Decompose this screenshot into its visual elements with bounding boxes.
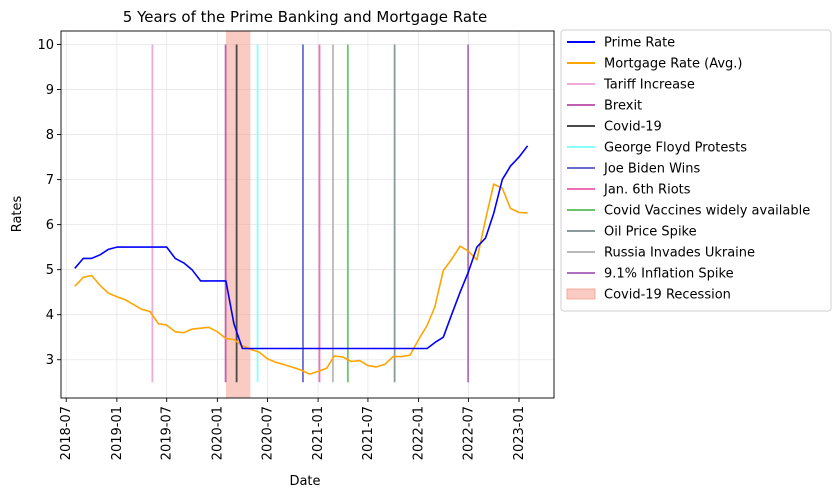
legend-label-russia-invades-ukraine: Russia Invades Ukraine xyxy=(604,246,755,261)
legend-label-prime-rate: Prime Rate xyxy=(604,36,675,51)
y-tick-label: 6 xyxy=(46,218,54,233)
plot-area: 2018-07 2019-01 2019-07 2020-01 2020-07 2021-… xyxy=(37,30,555,460)
legend-label-oil-price-spike: Oil Price Spike xyxy=(604,225,697,240)
legend-frame xyxy=(560,29,832,312)
chart-title: 5 Years of the Prime Banking and Mortgag… xyxy=(123,8,487,26)
y-axis-label: Rates xyxy=(10,195,25,232)
y-tick-label: 10 xyxy=(37,38,54,53)
x-tick-label: 2020-07 xyxy=(260,406,275,460)
x-tick-label: 2019-07 xyxy=(160,406,175,460)
x-axis-label: Date xyxy=(289,474,320,489)
series-line-mortgage-rate-avg xyxy=(74,183,528,375)
legend: Prime Rate Mortgage Rate (Avg.) Tariff Inc… xyxy=(560,29,832,312)
series-line-prime-rate xyxy=(74,145,529,350)
legend-label-covid-19: Covid-19 xyxy=(604,120,662,135)
legend-swatch-covid-19-recession xyxy=(566,288,596,300)
legend-label-mortgage-rate-avg: Mortgage Rate (Avg.) xyxy=(604,57,743,72)
x-tick-label: 2018-07 xyxy=(59,406,74,460)
x-tick-label: 2020-01 xyxy=(210,406,225,460)
legend-label-covid-19-recession: Covid-19 Recession xyxy=(604,288,731,303)
plot-frame xyxy=(60,30,555,399)
y-tick-label: 4 xyxy=(46,308,54,323)
legend-label-george-floyd-protests: George Floyd Protests xyxy=(604,141,747,156)
x-tick-label: 2021-07 xyxy=(361,406,376,460)
legend-label-9-1-inflation-spike: 9.1% Inflation Spike xyxy=(604,267,734,282)
legend-label-covid-vaccines-widely-available: Covid Vaccines widely available xyxy=(604,204,810,219)
legend-label-brexit: Brexit xyxy=(604,99,642,114)
x-tick-label: 2019-01 xyxy=(110,406,125,460)
y-tick-label: 3 xyxy=(46,353,54,368)
x-tick-label: 2022-07 xyxy=(461,406,476,460)
x-tick-label: 2021-01 xyxy=(311,406,326,460)
legend-label-joe-biden-wins: Joe Biden Wins xyxy=(603,162,700,177)
y-tick-label: 9 xyxy=(46,83,54,98)
x-tick-label: 2022-01 xyxy=(412,406,427,460)
legend-label-jan-6th-riots: Jan. 6th Riots xyxy=(603,183,691,198)
y-tick-label: 7 xyxy=(46,173,54,188)
legend-label-tariff-increase: Tariff Increase xyxy=(603,78,695,93)
y-tick-label: 5 xyxy=(46,263,54,278)
x-tick-label: 2023-01 xyxy=(512,406,527,460)
y-tick-label: 8 xyxy=(46,128,54,143)
